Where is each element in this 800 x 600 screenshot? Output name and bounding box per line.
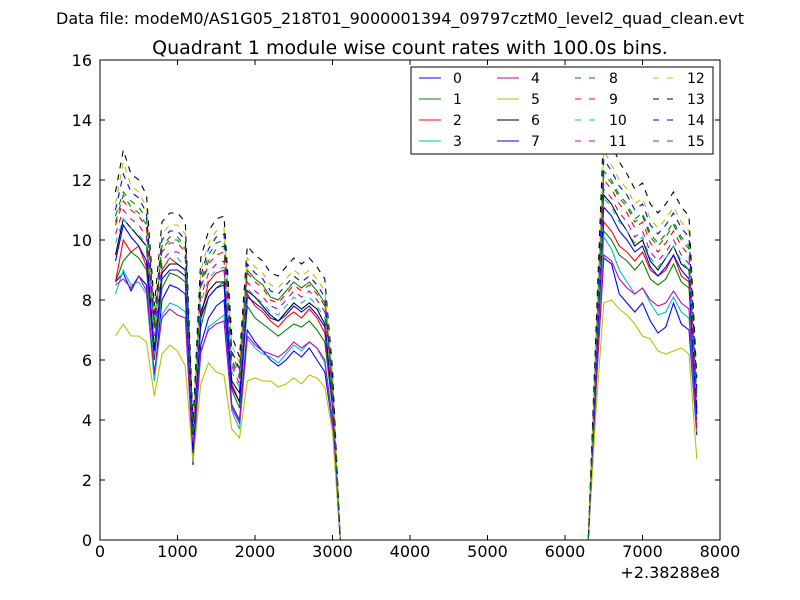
legend-label-10: 10	[609, 113, 627, 129]
series-line-6	[114, 193, 698, 541]
y-tick-label: 14	[72, 111, 92, 130]
series-line-14	[114, 157, 698, 541]
legend-label-3: 3	[453, 134, 462, 150]
legend-label-1: 1	[453, 92, 462, 108]
series-line-10	[114, 196, 698, 541]
y-tick-label: 6	[82, 351, 92, 370]
y-tick-label: 16	[72, 51, 92, 70]
y-tick-label: 0	[82, 531, 92, 550]
legend-label-6: 6	[531, 113, 540, 129]
series-line-15	[114, 172, 698, 541]
y-tick-label: 12	[72, 171, 92, 190]
plot-lines	[114, 122, 698, 541]
legend-label-7: 7	[531, 134, 540, 150]
legend-label-0: 0	[453, 71, 462, 87]
series-line-9	[114, 178, 698, 541]
legend-label-11: 11	[609, 134, 627, 150]
legend-box	[410, 66, 714, 155]
series-line-13	[114, 122, 698, 541]
legend-label-14: 14	[687, 113, 705, 129]
series-line-7	[114, 205, 698, 541]
y-tick-label: 4	[82, 411, 92, 430]
series-line-5	[115, 299, 698, 541]
series-line-12	[114, 147, 698, 541]
series-line-2	[114, 220, 698, 541]
legend-label-12: 12	[687, 71, 705, 87]
legend-label-15: 15	[687, 134, 705, 150]
x-tick-label: 7000	[622, 542, 663, 561]
x-tick-label: 5000	[467, 542, 508, 561]
x-tick-label: 8000	[700, 542, 741, 561]
series-line-1	[114, 229, 698, 541]
chart-title: Quadrant 1 module wise count rates with …	[152, 37, 668, 59]
series-line-0	[115, 256, 698, 541]
series-line-8	[114, 169, 698, 541]
x-tick-label: 2000	[235, 542, 276, 561]
series-line-4	[115, 253, 698, 541]
y-tick-label: 8	[82, 291, 92, 310]
x-offset-label: +2.38288e8	[620, 563, 720, 582]
legend-label-4: 4	[531, 71, 540, 87]
series-line-11	[114, 187, 698, 541]
legend-label-8: 8	[609, 71, 618, 87]
suptitle: Data file: modeM0/AS1G05_218T01_90000013…	[56, 9, 744, 29]
x-tick-label: 3000	[312, 542, 353, 561]
x-tick-label: 6000	[545, 542, 586, 561]
x-tick-label: 1000	[157, 542, 198, 561]
y-tick-label: 2	[82, 471, 92, 490]
x-tick-label: 4000	[390, 542, 431, 561]
legend-label-13: 13	[687, 92, 705, 108]
axes: 0 1000 2000 3000 4000 5000 6000 7000 80000246810…	[72, 51, 741, 561]
legend-label-2: 2	[453, 113, 462, 129]
legend-label-9: 9	[609, 92, 618, 108]
y-tick-label: 10	[72, 231, 92, 250]
x-tick-label: 0	[95, 542, 105, 561]
legend-label-5: 5	[531, 92, 540, 108]
